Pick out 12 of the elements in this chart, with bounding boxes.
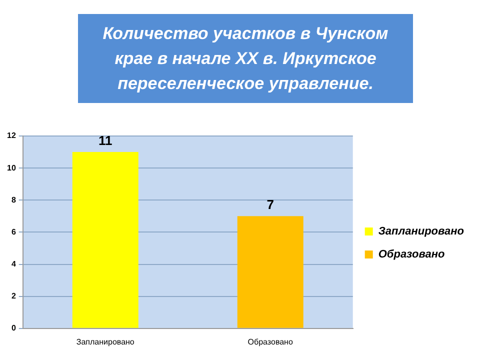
data-label: 7 (266, 197, 274, 212)
y-tick-label: 4 (11, 259, 16, 268)
data-label: 11 (98, 133, 112, 148)
y-tick-label: 0 (11, 324, 16, 333)
y-tick-label: 12 (6, 131, 16, 140)
y-tick-label: 2 (11, 292, 16, 301)
y-tick-label: 8 (11, 195, 16, 204)
y-tick-label: 6 (11, 227, 16, 236)
legend-label: Образовано (378, 248, 446, 261)
y-tick-label: 10 (6, 163, 16, 172)
legend-label: Запланировано (378, 226, 464, 238)
chart-title: Количество участков в Чунском крае в начале XX в. Иркутское переселенческое управление. (78, 14, 413, 103)
